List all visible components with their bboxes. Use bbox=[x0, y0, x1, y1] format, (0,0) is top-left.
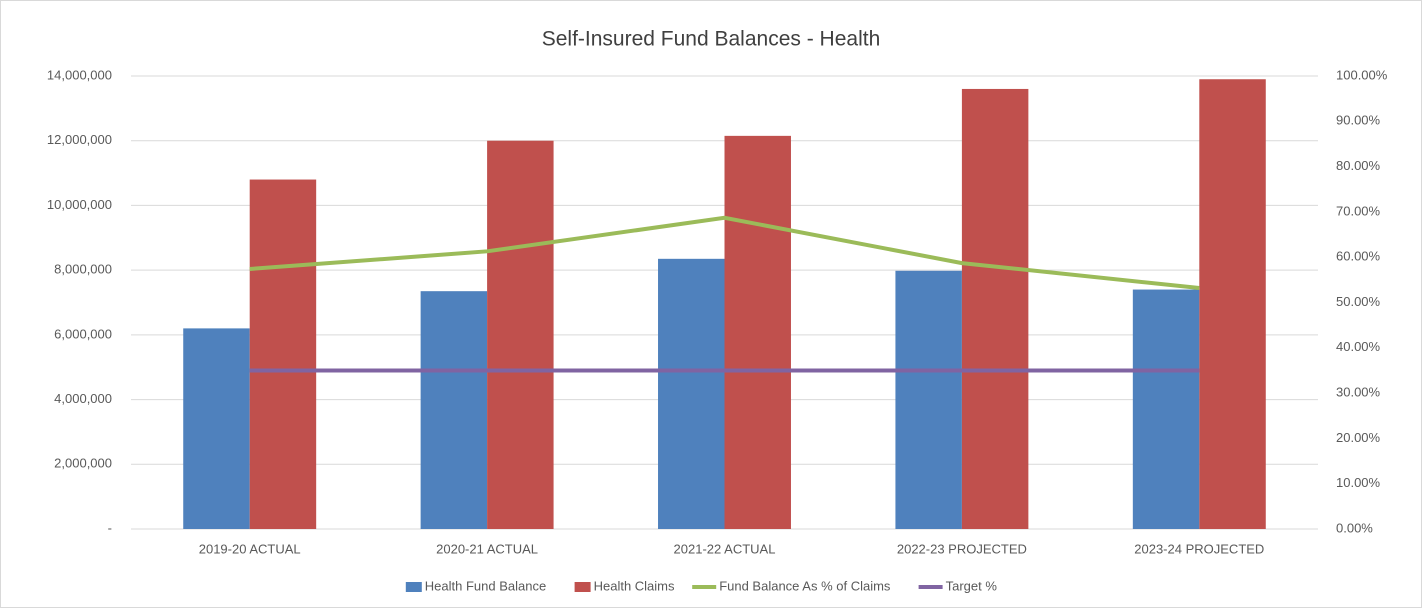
bar bbox=[961, 88, 1029, 529]
line-series bbox=[249, 215, 1200, 290]
y2-tick-label: 90.00% bbox=[1336, 113, 1381, 128]
bar bbox=[420, 291, 488, 529]
legend-swatch bbox=[574, 582, 591, 592]
y2-tick-label: 50.00% bbox=[1336, 294, 1381, 309]
bar bbox=[658, 258, 725, 529]
bar bbox=[183, 328, 250, 529]
x-tick-label: 2019-20 ACTUAL bbox=[199, 541, 301, 556]
legend-label: Fund Balance As % of Claims bbox=[719, 578, 891, 593]
y2-tick-label: 40.00% bbox=[1336, 339, 1381, 354]
bar bbox=[1199, 79, 1266, 529]
y-tick-label: 12,000,000 bbox=[47, 132, 112, 147]
y2-tick-label: 80.00% bbox=[1336, 158, 1381, 173]
y2-tick-label: 20.00% bbox=[1336, 430, 1381, 445]
y2-tick-label: 60.00% bbox=[1336, 249, 1381, 264]
bar bbox=[487, 140, 554, 529]
y-tick-label: 10,000,000 bbox=[47, 197, 112, 212]
x-tick-label: 2023-24 PROJECTED bbox=[1134, 541, 1264, 556]
y2-tick-label: 30.00% bbox=[1336, 385, 1381, 400]
bar bbox=[1132, 289, 1200, 529]
y2-tick-label: 10.00% bbox=[1336, 475, 1381, 490]
legend-swatch bbox=[405, 582, 422, 592]
y-tick-label: 2,000,000 bbox=[54, 456, 112, 471]
y-tick-label: 4,000,000 bbox=[54, 391, 112, 406]
y-tick-label: 14,000,000 bbox=[47, 67, 112, 82]
x-tick-label: 2020-21 ACTUAL bbox=[436, 541, 538, 556]
y2-tick-label: 70.00% bbox=[1336, 203, 1381, 218]
y-tick-label: - bbox=[108, 520, 112, 535]
bar bbox=[249, 179, 317, 530]
chart-title: Self-Insured Fund Balances - Health bbox=[542, 28, 881, 51]
x-tick-label: 2022-23 PROJECTED bbox=[897, 541, 1027, 556]
legend-label: Health Fund Balance bbox=[425, 578, 546, 593]
y-tick-label: 8,000,000 bbox=[54, 262, 112, 277]
y2-tick-label: 0.00% bbox=[1336, 520, 1373, 535]
legend-label: Health Claims bbox=[594, 578, 675, 593]
legend-label: Target % bbox=[946, 578, 998, 593]
y-tick-label: 6,000,000 bbox=[54, 326, 112, 341]
y2-tick-label: 100.00% bbox=[1336, 67, 1388, 82]
bar bbox=[724, 135, 791, 529]
x-tick-label: 2021-22 ACTUAL bbox=[674, 541, 776, 556]
bar bbox=[895, 270, 962, 529]
